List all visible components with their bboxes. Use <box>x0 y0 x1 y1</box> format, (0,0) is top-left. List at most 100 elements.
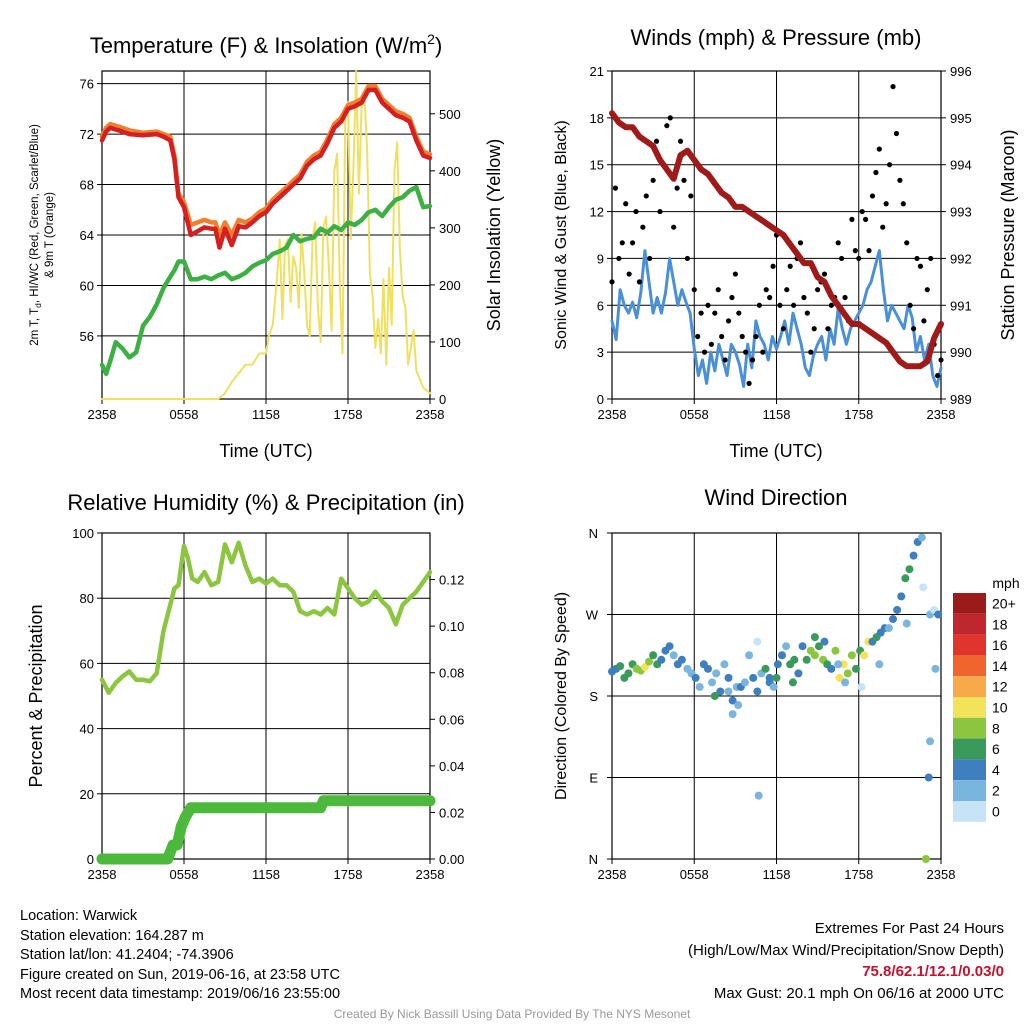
gust-point <box>623 201 629 207</box>
gust-point <box>928 255 934 262</box>
legend-label: 16 <box>992 637 1008 653</box>
gust-point <box>647 255 653 262</box>
temp-y2tick-label: 300 <box>439 221 461 236</box>
gust-point <box>801 294 807 301</box>
wind-y2tick-label: 995 <box>950 111 972 126</box>
gust-point <box>756 302 762 308</box>
gust-point <box>777 302 783 308</box>
gust-point <box>835 240 841 246</box>
dir-point <box>841 678 850 687</box>
dir-point <box>810 651 819 660</box>
gust-point <box>753 333 759 340</box>
gust-point <box>900 201 906 207</box>
gust-point <box>914 255 920 262</box>
wind-ytick-label: 21 <box>590 64 604 79</box>
dir-point <box>720 660 729 669</box>
wind-y2tick-label: 991 <box>950 298 972 313</box>
gust-point <box>612 185 619 191</box>
temp-ylabel: 2m T, Td, HI/WC (Red, Green, Scarlet/Blu… <box>29 124 43 346</box>
gust-point <box>859 208 865 215</box>
gust-point <box>842 294 848 301</box>
dir-point <box>905 565 914 574</box>
gust-point <box>732 271 738 277</box>
dir-xtick-label: 1158 <box>763 867 791 882</box>
dir-point <box>790 655 799 664</box>
temp-ytick-label: 76 <box>80 77 94 92</box>
dir-point <box>802 655 811 664</box>
gust-point <box>784 287 790 293</box>
gust-point <box>725 318 732 324</box>
gust-point <box>701 349 708 355</box>
rh-y2tick-label: 0.04 <box>439 759 464 774</box>
gust-point <box>897 177 903 183</box>
speed-legend: mph 20+ 18 16 14 12 10 8 6 4 2 0 <box>953 575 1020 822</box>
gust-point <box>671 224 677 230</box>
dir-ylabel: Direction (Colored By Speed) <box>553 592 570 800</box>
temp-ylabel-b: , HI/WC (Red, Green, Scarlet/Blue) <box>29 124 41 303</box>
temp-y2tick-label: 100 <box>439 335 461 350</box>
dir-point <box>798 642 807 651</box>
rh-line <box>99 540 433 695</box>
rh-ytick-label: 100 <box>72 526 94 541</box>
gust-point <box>657 208 663 215</box>
wind-ylabel: Sonic Wind & Gust (Blue, Black) <box>553 120 570 349</box>
dir-point <box>728 696 737 705</box>
elevation-text: Station elevation: 164.287 m <box>20 927 204 944</box>
wind-ytick-label: 0 <box>597 392 604 407</box>
gust-point <box>695 333 701 340</box>
dir-point <box>691 673 700 682</box>
dir-point <box>921 855 930 863</box>
legend-swatch <box>953 801 986 822</box>
gust-point <box>691 287 697 293</box>
dir-point <box>754 791 763 800</box>
legend-label: 0 <box>992 804 1000 820</box>
rh-xtick-label: 1158 <box>252 867 280 882</box>
dir-point <box>814 642 823 651</box>
gust-point <box>619 240 625 246</box>
dir-point <box>728 710 737 719</box>
rh-xtick-label: 2358 <box>416 867 445 882</box>
temp-y2tick-label: 400 <box>439 164 461 179</box>
dir-ytick-label: N <box>589 526 598 541</box>
dir-point <box>843 669 852 678</box>
temp-xtick-label: 2358 <box>88 407 117 422</box>
rh-y2tick-label: 0.06 <box>439 712 464 727</box>
rh-ytick-label: 80 <box>80 591 94 606</box>
temp-title-close: ) <box>435 33 442 58</box>
dir-point <box>710 692 719 700</box>
wind-panel: 2358 0558 1158 1758 235803691215182198999099… <box>553 25 1018 461</box>
gust-point <box>924 287 930 293</box>
gust-point <box>708 341 714 347</box>
dir-point <box>753 637 762 646</box>
gust-point <box>719 333 725 340</box>
temp-xtick-label: 1158 <box>252 407 280 422</box>
gust-point <box>722 357 728 363</box>
gust-point <box>815 287 821 293</box>
temp-ylabel-sub: d <box>33 303 43 308</box>
temp-y2label: Solar Insolation (Yellow) <box>484 139 504 331</box>
wind-y2tick-label: 989 <box>950 392 972 407</box>
max-gust-text: Max Gust: 20.1 mph On 06/16 at 2000 UTC <box>713 984 1004 1002</box>
dir-point <box>753 687 762 696</box>
gust-point <box>921 318 927 324</box>
gust-point <box>780 326 786 332</box>
dir-point <box>857 682 866 691</box>
temp-title-sup: 2 <box>427 31 435 47</box>
dir-point <box>893 605 902 614</box>
temp-xtick-label: 1758 <box>334 407 363 422</box>
gust-point <box>712 310 718 316</box>
dir-point <box>645 657 654 666</box>
dir-point <box>884 624 893 633</box>
dir-point <box>934 610 943 619</box>
gust-point <box>743 349 749 355</box>
rh-y2tick-label: 0.02 <box>439 805 464 820</box>
dir-point <box>777 651 786 660</box>
gust-point <box>626 271 632 277</box>
gust-point <box>808 349 814 355</box>
rh-y2tick-label: 0.12 <box>439 573 464 588</box>
temp-y2tick-label: 200 <box>439 278 461 293</box>
wind-ytick-label: 18 <box>590 111 604 126</box>
gust-point <box>797 240 804 246</box>
rh-ytick-label: 40 <box>80 722 94 737</box>
